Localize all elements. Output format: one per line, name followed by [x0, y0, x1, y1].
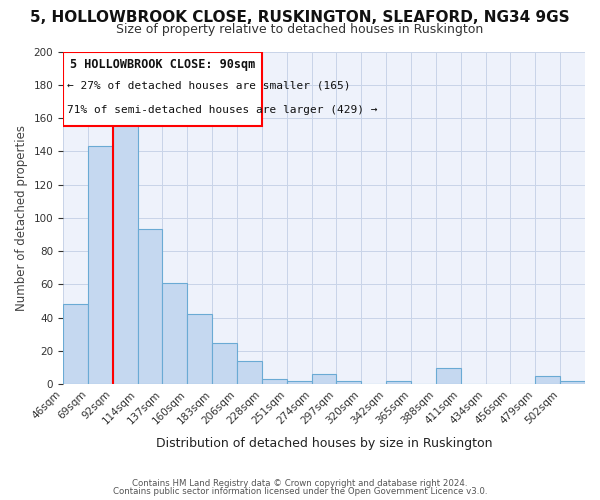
Bar	[212, 342, 237, 384]
Bar	[63, 52, 262, 127]
Bar	[63, 304, 88, 384]
Bar	[237, 361, 262, 384]
Text: Contains HM Land Registry data © Crown copyright and database right 2024.: Contains HM Land Registry data © Crown c…	[132, 478, 468, 488]
Bar	[187, 314, 212, 384]
Bar	[560, 381, 585, 384]
Bar	[262, 379, 287, 384]
Bar	[436, 368, 461, 384]
Text: 5, HOLLOWBROOK CLOSE, RUSKINGTON, SLEAFORD, NG34 9GS: 5, HOLLOWBROOK CLOSE, RUSKINGTON, SLEAFO…	[30, 10, 570, 25]
Text: 71% of semi-detached houses are larger (429) →: 71% of semi-detached houses are larger (…	[67, 105, 377, 115]
Bar	[88, 146, 113, 384]
Text: Contains public sector information licensed under the Open Government Licence v3: Contains public sector information licen…	[113, 487, 487, 496]
Bar	[386, 381, 411, 384]
Bar	[287, 381, 311, 384]
Text: 5 HOLLOWBROOK CLOSE: 90sqm: 5 HOLLOWBROOK CLOSE: 90sqm	[70, 58, 255, 71]
Text: ← 27% of detached houses are smaller (165): ← 27% of detached houses are smaller (16…	[67, 80, 350, 90]
Bar	[113, 116, 137, 384]
Text: Size of property relative to detached houses in Ruskington: Size of property relative to detached ho…	[116, 22, 484, 36]
Bar	[535, 376, 560, 384]
Bar	[311, 374, 337, 384]
Bar	[163, 282, 187, 384]
X-axis label: Distribution of detached houses by size in Ruskington: Distribution of detached houses by size …	[156, 437, 492, 450]
Y-axis label: Number of detached properties: Number of detached properties	[15, 125, 28, 311]
Bar	[137, 230, 163, 384]
Bar	[337, 381, 361, 384]
